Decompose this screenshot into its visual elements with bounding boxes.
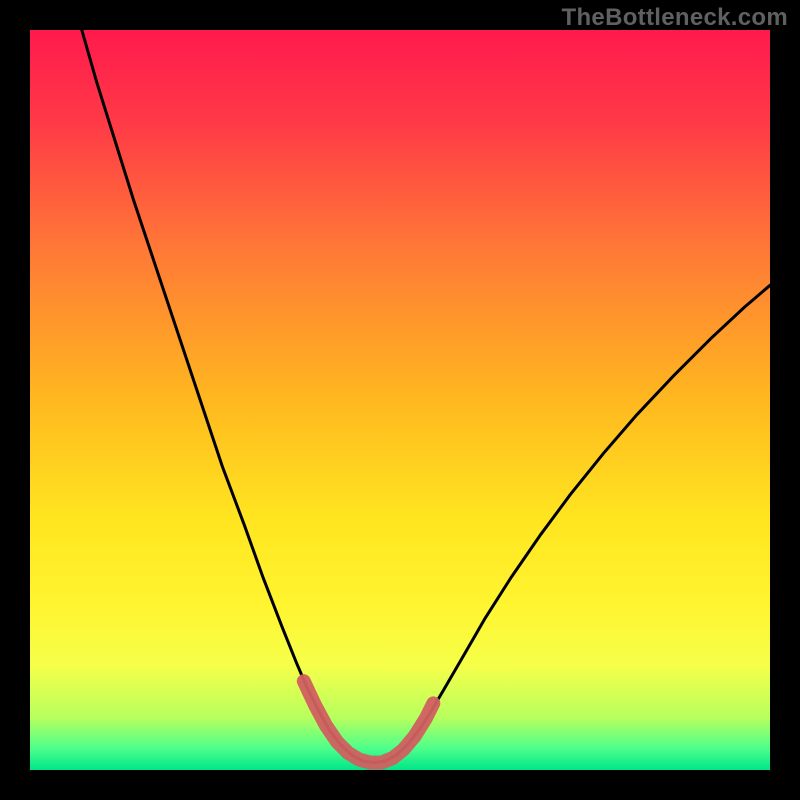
watermark-text: TheBottleneck.com [562, 4, 788, 32]
plot-background [30, 30, 770, 770]
bottleneck-chart [0, 0, 800, 800]
chart-stage: TheBottleneck.com [0, 0, 800, 800]
